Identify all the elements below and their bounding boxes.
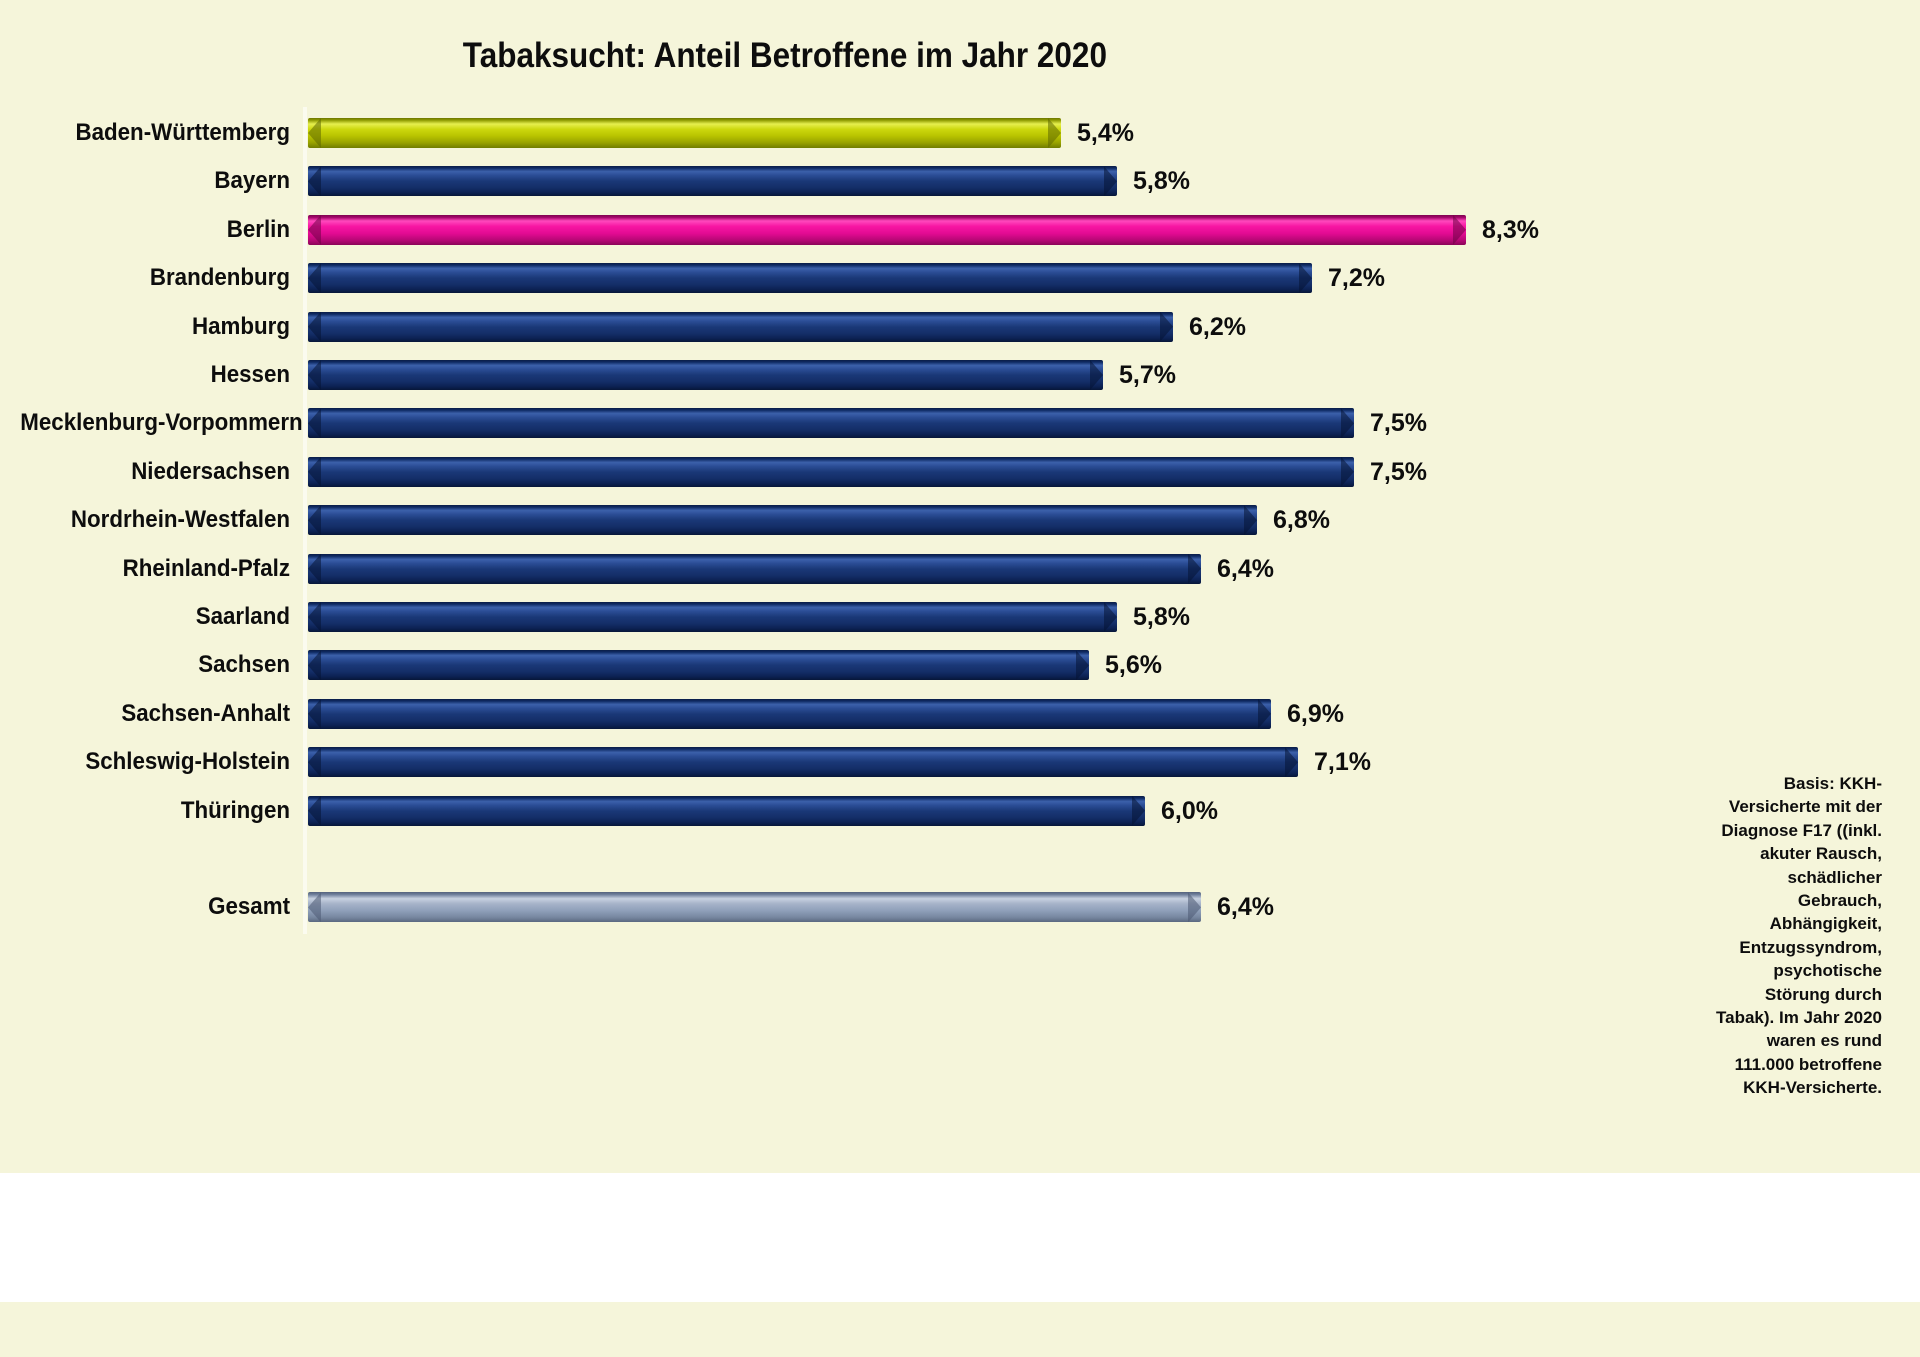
bar — [308, 214, 1466, 245]
value-label: 7,1% — [1314, 748, 1371, 777]
value-label: 8,3% — [1482, 215, 1539, 244]
category-label: Schleswig-Holstein — [85, 748, 291, 776]
value-label: 7,5% — [1370, 409, 1427, 438]
value-label: 6,4% — [1217, 893, 1274, 922]
category-label: Sachsen — [198, 651, 290, 679]
bar — [308, 698, 1271, 729]
value-label: 6,8% — [1273, 506, 1330, 535]
category-axis-line — [303, 107, 307, 934]
bar — [308, 892, 1201, 923]
category-label: Thüringen — [180, 796, 290, 824]
bar — [308, 795, 1145, 826]
category-label: Bayern — [214, 167, 290, 195]
value-label: 6,9% — [1287, 699, 1344, 728]
bar — [308, 166, 1117, 197]
value-label: 5,8% — [1133, 167, 1190, 196]
value-label: 7,5% — [1370, 457, 1427, 486]
category-label: Hessen — [210, 361, 290, 388]
value-label: 5,6% — [1105, 651, 1162, 680]
category-label: Sachsen-Anhalt — [121, 699, 291, 727]
value-label: 5,8% — [1133, 603, 1190, 631]
source-note: Basis: KKH- Versicherte mit der Diagnose… — [1716, 774, 1882, 1098]
category-label: Rheinland-Pfalz — [122, 554, 291, 582]
bar — [308, 456, 1354, 487]
bar — [308, 408, 1354, 439]
footer-band: KKH Kaufmännische Krankenkasse — [0, 1173, 1920, 1302]
value-label: 5,4% — [1077, 119, 1134, 147]
category-label: Gesamt — [208, 893, 290, 921]
bar — [308, 118, 1061, 148]
category-label: Baden-Württemberg — [75, 119, 290, 146]
category-label: Hamburg — [192, 312, 290, 340]
bar — [308, 505, 1257, 536]
value-label: 6,0% — [1161, 796, 1218, 825]
bar — [308, 747, 1298, 778]
category-label: Mecklenburg-Vorpommern — [20, 409, 303, 437]
chart-title: Tabaksucht: Anteil Betroffene im Jahr 20… — [0, 36, 1570, 76]
bar — [308, 263, 1312, 294]
bar — [308, 360, 1103, 390]
bar — [308, 553, 1201, 584]
category-label: Brandenburg — [149, 264, 290, 292]
category-label: Nordrhein-Westfalen — [70, 506, 290, 534]
category-label: Niedersachsen — [131, 457, 290, 485]
category-label: Berlin — [226, 215, 290, 243]
category-label: Saarland — [195, 603, 290, 630]
bar — [308, 650, 1089, 681]
chart-title-text: Tabaksucht: Anteil Betroffene im Jahr 20… — [462, 36, 1108, 75]
bar — [308, 602, 1117, 632]
value-label: 6,2% — [1189, 312, 1246, 341]
value-label: 5,7% — [1119, 361, 1176, 389]
value-label: 6,4% — [1217, 554, 1274, 583]
bar — [308, 311, 1173, 342]
value-label: 7,2% — [1328, 264, 1385, 293]
